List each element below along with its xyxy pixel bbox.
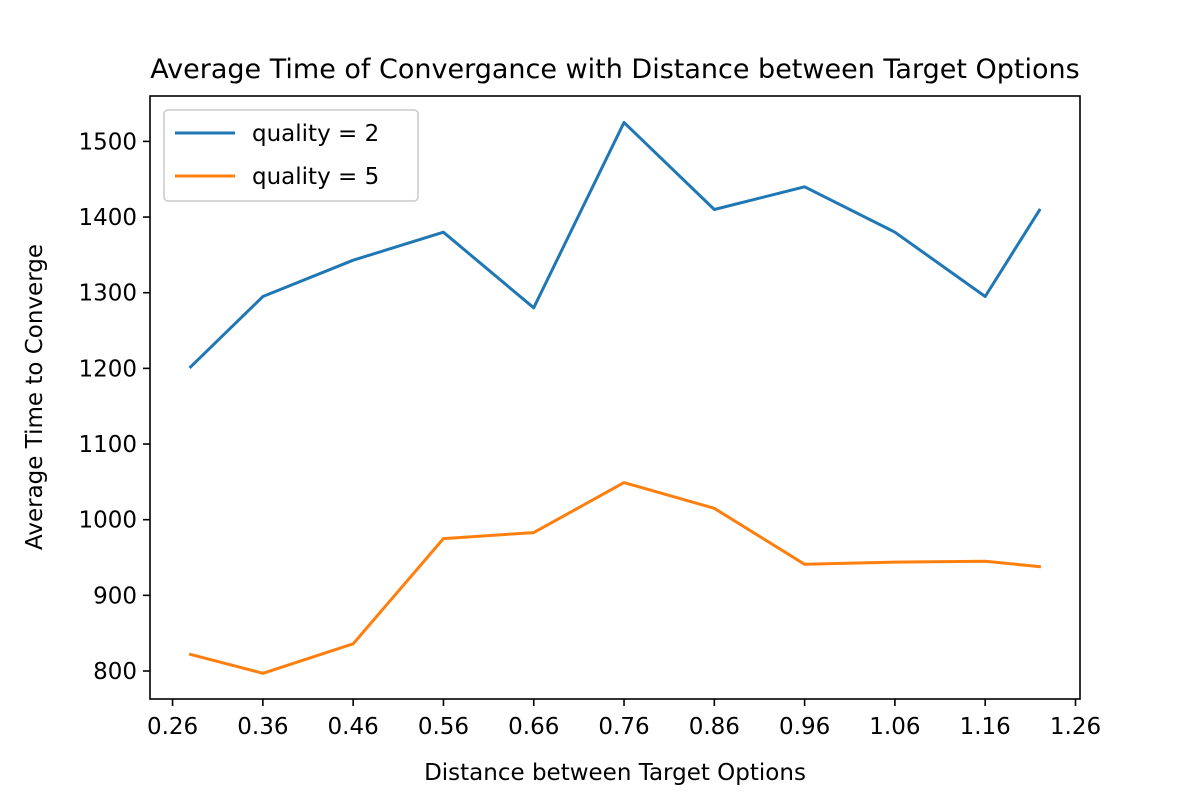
y-tick-label: 1400 [78,205,137,231]
x-tick-label: 0.66 [508,714,559,740]
x-tick-label: 0.96 [779,714,830,740]
x-tick-label: 0.86 [689,714,740,740]
y-tick-label: 1300 [78,281,137,307]
legend-label: quality = 5 [252,164,379,190]
y-tick-label: 1500 [78,129,137,155]
y-tick-label: 1000 [78,508,137,534]
x-axis-label: Distance between Target Options [424,760,806,786]
x-tick-label: 0.56 [418,714,469,740]
x-tick-label: 0.36 [237,714,288,740]
chart-title: Average Time of Convergance with Distanc… [150,54,1079,85]
series-line-2 [188,481,1042,675]
x-tick-label: 0.26 [147,714,198,740]
plot-frame [149,95,1081,700]
y-tick-label: 900 [93,583,137,609]
series-line-1 [188,121,1042,370]
legend-label: quality = 2 [252,121,379,147]
y-tick-label: 1200 [78,356,137,382]
y-tick-label: 800 [93,659,137,685]
y-tick-label: 1100 [78,432,137,458]
legend: quality = 2 quality = 5 [163,109,419,202]
x-axis-ticks: 0.26 0.36 0.46 0.56 0.66 0.76 0.86 0.96 1.06 1.16… [147,699,1101,740]
x-tick-label: 1.06 [869,714,920,740]
y-axis-ticks: 800 900 1000 1100 1200 1300 1400 1500 [78,129,150,685]
x-tick-label: 0.46 [328,714,379,740]
series-lines [188,121,1042,675]
y-axis-label: Average Time to Converge [22,244,48,550]
x-tick-label: 1.26 [1050,714,1101,740]
x-tick-label: 1.16 [960,714,1011,740]
x-tick-label: 0.76 [598,714,649,740]
